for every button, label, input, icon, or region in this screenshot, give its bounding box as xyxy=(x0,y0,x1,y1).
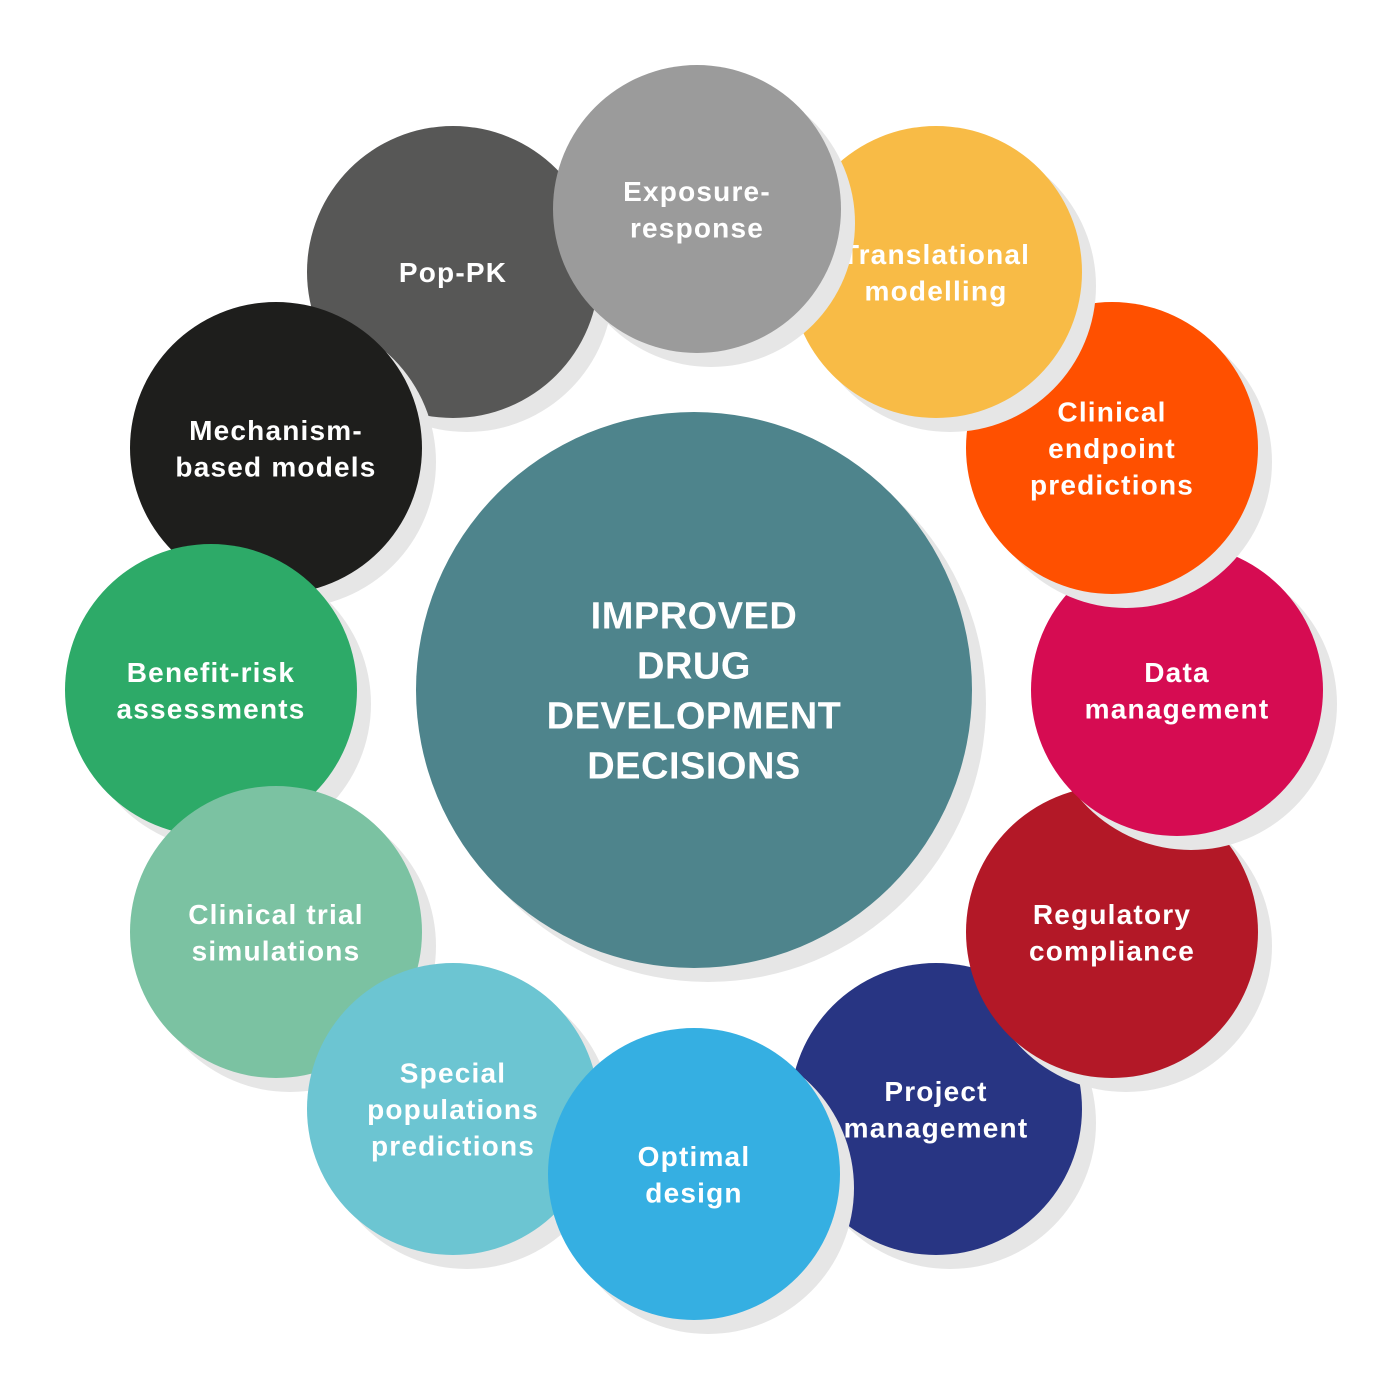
center-circle xyxy=(416,412,972,968)
benefit-risk-assessments-label: Benefit-risk xyxy=(127,657,295,688)
data-management-circle xyxy=(1031,544,1323,836)
pop-pk-circle xyxy=(307,126,599,418)
special-populations-predictions-label: populations xyxy=(367,1094,539,1125)
optimal-design-node: Optimal design xyxy=(548,1028,854,1334)
clinical-trial-simulations-circle xyxy=(130,786,422,1078)
center-label: IMPROVED xyxy=(591,596,798,638)
clinical-trial-simulations-label: simulations xyxy=(192,935,361,966)
mechanism-based-models-node: Mechanism-based models xyxy=(130,302,436,608)
clinical-endpoint-predictions-label: endpoint xyxy=(1048,433,1176,464)
pop-pk-node: Pop-PK xyxy=(307,126,613,432)
translational-modelling-label: Translational xyxy=(842,239,1030,270)
translational-modelling-circle xyxy=(790,126,1082,418)
exposure-response-label: response xyxy=(630,212,764,243)
exposure-response-label: Exposure- xyxy=(623,176,771,207)
optimal-design-label: design xyxy=(645,1177,742,1208)
project-management-node: Project management xyxy=(790,963,1096,1269)
translational-modelling-node: Translational modelling xyxy=(790,126,1096,432)
exposure-response-node: Exposure-response xyxy=(553,65,855,367)
project-management-label: management xyxy=(844,1112,1029,1143)
center-node: IMPROVED DRUG DEVELOPMENT DECISIONS xyxy=(416,412,986,982)
project-management-label: Project xyxy=(884,1076,987,1107)
data-management-node: Data management xyxy=(1031,544,1337,850)
optimal-design-circle xyxy=(548,1028,840,1320)
center-label: DEVELOPMENT xyxy=(547,696,842,738)
benefit-risk-assessments-circle xyxy=(65,544,357,836)
regulatory-compliance-circle xyxy=(966,786,1258,1078)
clinical-endpoint-predictions-label: Clinical xyxy=(1057,397,1166,428)
exposure-response-circle xyxy=(553,65,841,353)
mechanism-based-models-label: Mechanism- xyxy=(189,415,363,446)
clinical-trial-simulations-label: Clinical trial xyxy=(188,899,364,930)
benefit-risk-assessments-node: Benefit-risk assessments xyxy=(65,544,371,850)
special-populations-predictions-node: Special populations predictions xyxy=(307,963,613,1269)
regulatory-compliance-node: Regulatory compliance xyxy=(966,786,1272,1092)
regulatory-compliance-label: compliance xyxy=(1029,935,1195,966)
data-management-label: Data xyxy=(1144,657,1210,688)
translational-modelling-label: modelling xyxy=(864,275,1007,306)
special-populations-predictions-circle xyxy=(307,963,599,1255)
benefit-risk-assessments-label: assessments xyxy=(116,693,305,724)
special-populations-predictions-label: Special xyxy=(400,1058,506,1089)
center-label: DRUG xyxy=(637,646,751,688)
data-management-label: management xyxy=(1085,693,1270,724)
special-populations-predictions-label: predictions xyxy=(371,1131,535,1162)
mechanism-based-models-circle xyxy=(130,302,422,594)
optimal-design-label: Optimal xyxy=(638,1141,751,1172)
pop-pk-label: Pop-PK xyxy=(399,257,507,288)
clinical-endpoint-predictions-label: predictions xyxy=(1030,470,1194,501)
regulatory-compliance-label: Regulatory xyxy=(1033,899,1191,930)
center-label: DECISIONS xyxy=(587,746,801,788)
mechanism-based-models-label: based models xyxy=(175,451,376,482)
project-management-circle xyxy=(790,963,1082,1255)
